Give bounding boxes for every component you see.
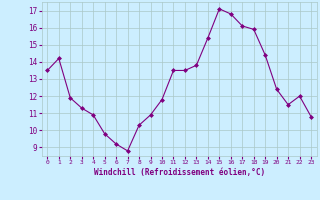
X-axis label: Windchill (Refroidissement éolien,°C): Windchill (Refroidissement éolien,°C)	[94, 168, 265, 177]
